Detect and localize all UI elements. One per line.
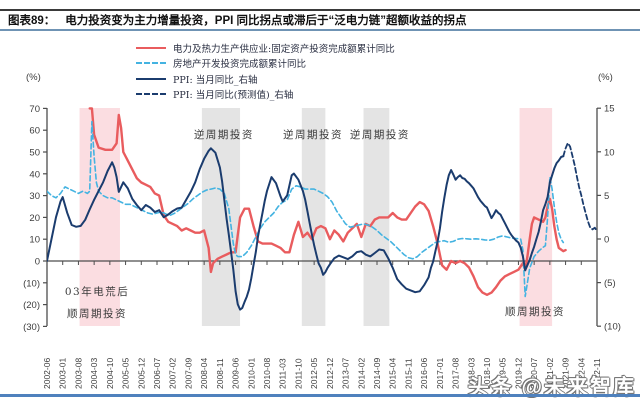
x-axis-tick-label: 2007-09 [183, 358, 193, 389]
x-axis-tick-label: 2009-06 [231, 358, 241, 389]
right-axis-unit: (%) [598, 72, 613, 83]
x-axis-tick-label: 2012-12 [325, 358, 335, 389]
x-axis-tick-label: 2003-08 [73, 358, 83, 389]
annotation-pro-cyclical-2003-line1: 03年电荒后 [65, 285, 129, 298]
x-axis-tick-label: 2018-10 [482, 358, 492, 389]
x-axis-tick-label: 2020-07 [529, 358, 539, 389]
legend-swatch-solid-line [136, 77, 166, 80]
right-axis-tick-label: 15 [604, 104, 615, 115]
x-axis-tick-label: 2022-04 [576, 358, 586, 389]
bottom-rule [0, 394, 640, 397]
x-axis-tick-label: 2019-05 [498, 358, 508, 389]
x-axis-tick-label: 2004-03 [89, 358, 99, 389]
legend-label: 电力及热力生产供应业:固定资产投资完成额累计同比 [173, 43, 395, 55]
x-axis-tick-label: 2021-02 [545, 358, 555, 389]
figure-title-text: 电力投资变为主力增量投资，PPI 同比拐点或滞后于“泛电力链”超额收益的拐点 [65, 15, 467, 27]
x-axis-tick-label: 2016-06 [419, 358, 429, 389]
x-axis-tick-label: 2010-01 [246, 358, 256, 389]
x-axis-tick-label: 2014-09 [372, 358, 382, 389]
annotation-pro-cyclical-2003-line2: 顺周期投资 [67, 307, 127, 320]
x-axis-tick-label: 2008-11 [215, 358, 225, 389]
series-ppi-forecast-line [562, 142, 597, 233]
figure-number: 图表89： [8, 15, 56, 27]
legend-item-power-investment: 电力及热力生产供应业:固定资产投资完成额累计同比 [136, 40, 395, 56]
legend-swatch-dashed-line [136, 93, 166, 96]
chart-title: 图表89： 电力投资变为主力增量投资，PPI 同比拐点或滞后于“泛电力链”超额收益… [8, 12, 632, 28]
series-power-investment-line [88, 107, 567, 296]
x-axis-tick-label: 2005-12 [136, 358, 146, 389]
left-axis-tick-label: 60 [29, 126, 40, 137]
right-axis-tick-label: 5 [604, 191, 609, 202]
right-axis-tick-label: (10) [604, 322, 621, 333]
legend-item-real-estate-investment: 房地产开发投资完成额累计同比 [136, 56, 395, 72]
countercyclical-band [201, 108, 241, 326]
annotation-pro-cyclical-2020: 顺周期投资 [505, 305, 565, 318]
x-axis-tick-label: 2012-05 [309, 358, 319, 389]
x-axis-tick-label: 2004-10 [105, 358, 115, 389]
x-axis-tick-label: 2013-07 [341, 358, 351, 389]
annotation-counter-cyclical-2: 逆周期投资 [283, 128, 343, 141]
series-ppi-line [47, 147, 565, 311]
left-axis-unit: (%) [26, 72, 41, 83]
x-axis-tick-label: 2005-05 [121, 358, 131, 389]
x-axis-tick-label: 2007-02 [168, 358, 178, 389]
left-axis-tick-label: 70 [29, 104, 40, 115]
top-rule [0, 9, 640, 11]
x-axis-tick-label: 2010-08 [262, 358, 272, 389]
left-axis-tick-label: (10) [23, 278, 40, 289]
x-axis-tick-label: 2018-03 [466, 358, 476, 389]
chart-legend: 电力及热力生产供应业:固定资产投资完成额累计同比 房地产开发投资完成额累计同比 PP… [136, 40, 395, 102]
watermark: 头条 @未来智库 [467, 376, 636, 399]
left-axis-tick-label: (30) [23, 322, 40, 333]
legend-label: PPI: 当月同比(预测值)_右轴 [173, 90, 294, 102]
left-axis-tick-label: 50 [29, 148, 40, 159]
annotation-counter-cyclical-1: 逆周期投资 [194, 128, 254, 141]
series-real-estate-investment-line [47, 120, 565, 298]
left-axis-tick-label: 40 [29, 169, 40, 180]
legend-item-ppi: PPI: 当月同比_右轴 [136, 71, 395, 87]
x-axis-tick-label: 2008-04 [199, 358, 209, 389]
annotation-counter-cyclical-3: 逆周期投资 [350, 128, 410, 141]
left-axis-tick-label: 0 [35, 257, 40, 268]
legend-swatch-dashed-line [136, 62, 166, 65]
right-axis-tick-label: 0 [604, 235, 609, 246]
x-axis-tick-label: 2014-02 [356, 358, 366, 389]
x-axis-tick-label: 2006-07 [152, 358, 162, 389]
left-axis-tick-label: 20 [29, 213, 40, 224]
title-underline [0, 29, 640, 31]
legend-swatch-solid-line [136, 46, 166, 49]
x-axis-tick-label: 2002-06 [42, 358, 52, 389]
left-axis-tick-label: (20) [23, 300, 40, 311]
x-axis-tick-label: 2003-01 [58, 358, 68, 389]
legend-item-ppi-forecast: PPI: 当月同比(预测值)_右轴 [136, 87, 395, 103]
legend-label: 房地产开发投资完成额累计同比 [173, 59, 307, 71]
x-axis-tick-label: 2011-03 [278, 358, 288, 389]
left-axis-tick-label: 30 [29, 191, 40, 202]
x-axis-tick-label: 2015-11 [403, 358, 413, 389]
right-axis-tick-label: (5) [604, 278, 616, 289]
x-axis-tick-label: 2017-01 [435, 358, 445, 389]
x-axis-tick-label: 2019-12 [513, 358, 523, 389]
x-axis-tick-label: 2017-08 [451, 358, 461, 389]
x-axis-tick-label: 2015-04 [388, 358, 398, 389]
x-axis-tick-label: 2022-11 [592, 358, 602, 389]
countercyclical-band [301, 108, 326, 326]
x-axis-tick-label: 2021-09 [561, 358, 571, 389]
left-axis-tick-label: 10 [29, 235, 40, 246]
x-axis-tick-label: 2011-10 [293, 358, 303, 389]
legend-label: PPI: 当月同比_右轴 [173, 74, 258, 86]
right-axis-tick-label: 10 [604, 147, 615, 158]
